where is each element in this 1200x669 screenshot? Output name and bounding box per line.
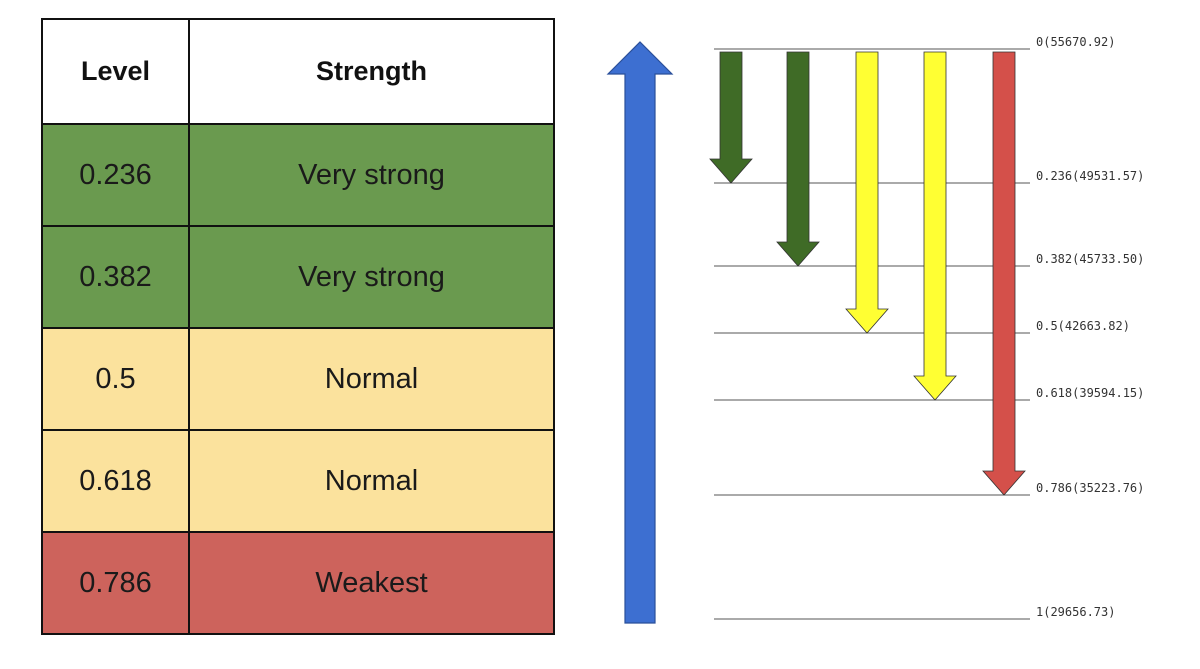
strength-cell: Very strong [188, 123, 555, 227]
fib-level-label: 1(29656.73) [1036, 605, 1115, 619]
level-cell: 0.236 [41, 123, 190, 227]
strength-cell: Weakest [188, 531, 555, 635]
retracement-arrow [845, 51, 889, 334]
fib-level-label: 0.618(39594.15) [1036, 386, 1144, 400]
retracement-arrow [709, 51, 753, 184]
table-header-row: Level Strength [41, 18, 555, 125]
strength-cell: Very strong [188, 225, 555, 329]
level-cell: 0.618 [41, 429, 190, 533]
table-row: 0.786 Weakest [41, 531, 555, 635]
fib-level-label: 0.382(45733.50) [1036, 252, 1144, 266]
strength-cell: Normal [188, 327, 555, 431]
retracement-arrow [776, 51, 820, 267]
fib-level-label: 0.5(42663.82) [1036, 319, 1130, 333]
strength-cell: Normal [188, 429, 555, 533]
fib-level-label: 0.236(49531.57) [1036, 169, 1144, 183]
fib-level-label: 0(55670.92) [1036, 35, 1115, 49]
retracement-arrows [709, 51, 1026, 496]
level-cell: 0.5 [41, 327, 190, 431]
retracement-arrow [982, 51, 1026, 496]
strength-column-header: Strength [188, 18, 555, 125]
fibonacci-level-labels: 0(55670.92) 0.236(49531.57) 0.382(45733.50… [1036, 35, 1144, 619]
fib-level-label: 0.786(35223.76) [1036, 481, 1144, 495]
upward-trend-arrow [606, 41, 674, 624]
level-column-header: Level [41, 18, 190, 125]
table-row: 0.382 Very strong [41, 225, 555, 329]
level-strength-table: Level Strength 0.236 Very strong 0.382 V… [41, 18, 555, 635]
retracement-arrow [913, 51, 957, 401]
level-cell: 0.786 [41, 531, 190, 635]
table-row: 0.5 Normal [41, 327, 555, 431]
table-row: 0.236 Very strong [41, 123, 555, 227]
table-row: 0.618 Normal [41, 429, 555, 533]
level-cell: 0.382 [41, 225, 190, 329]
